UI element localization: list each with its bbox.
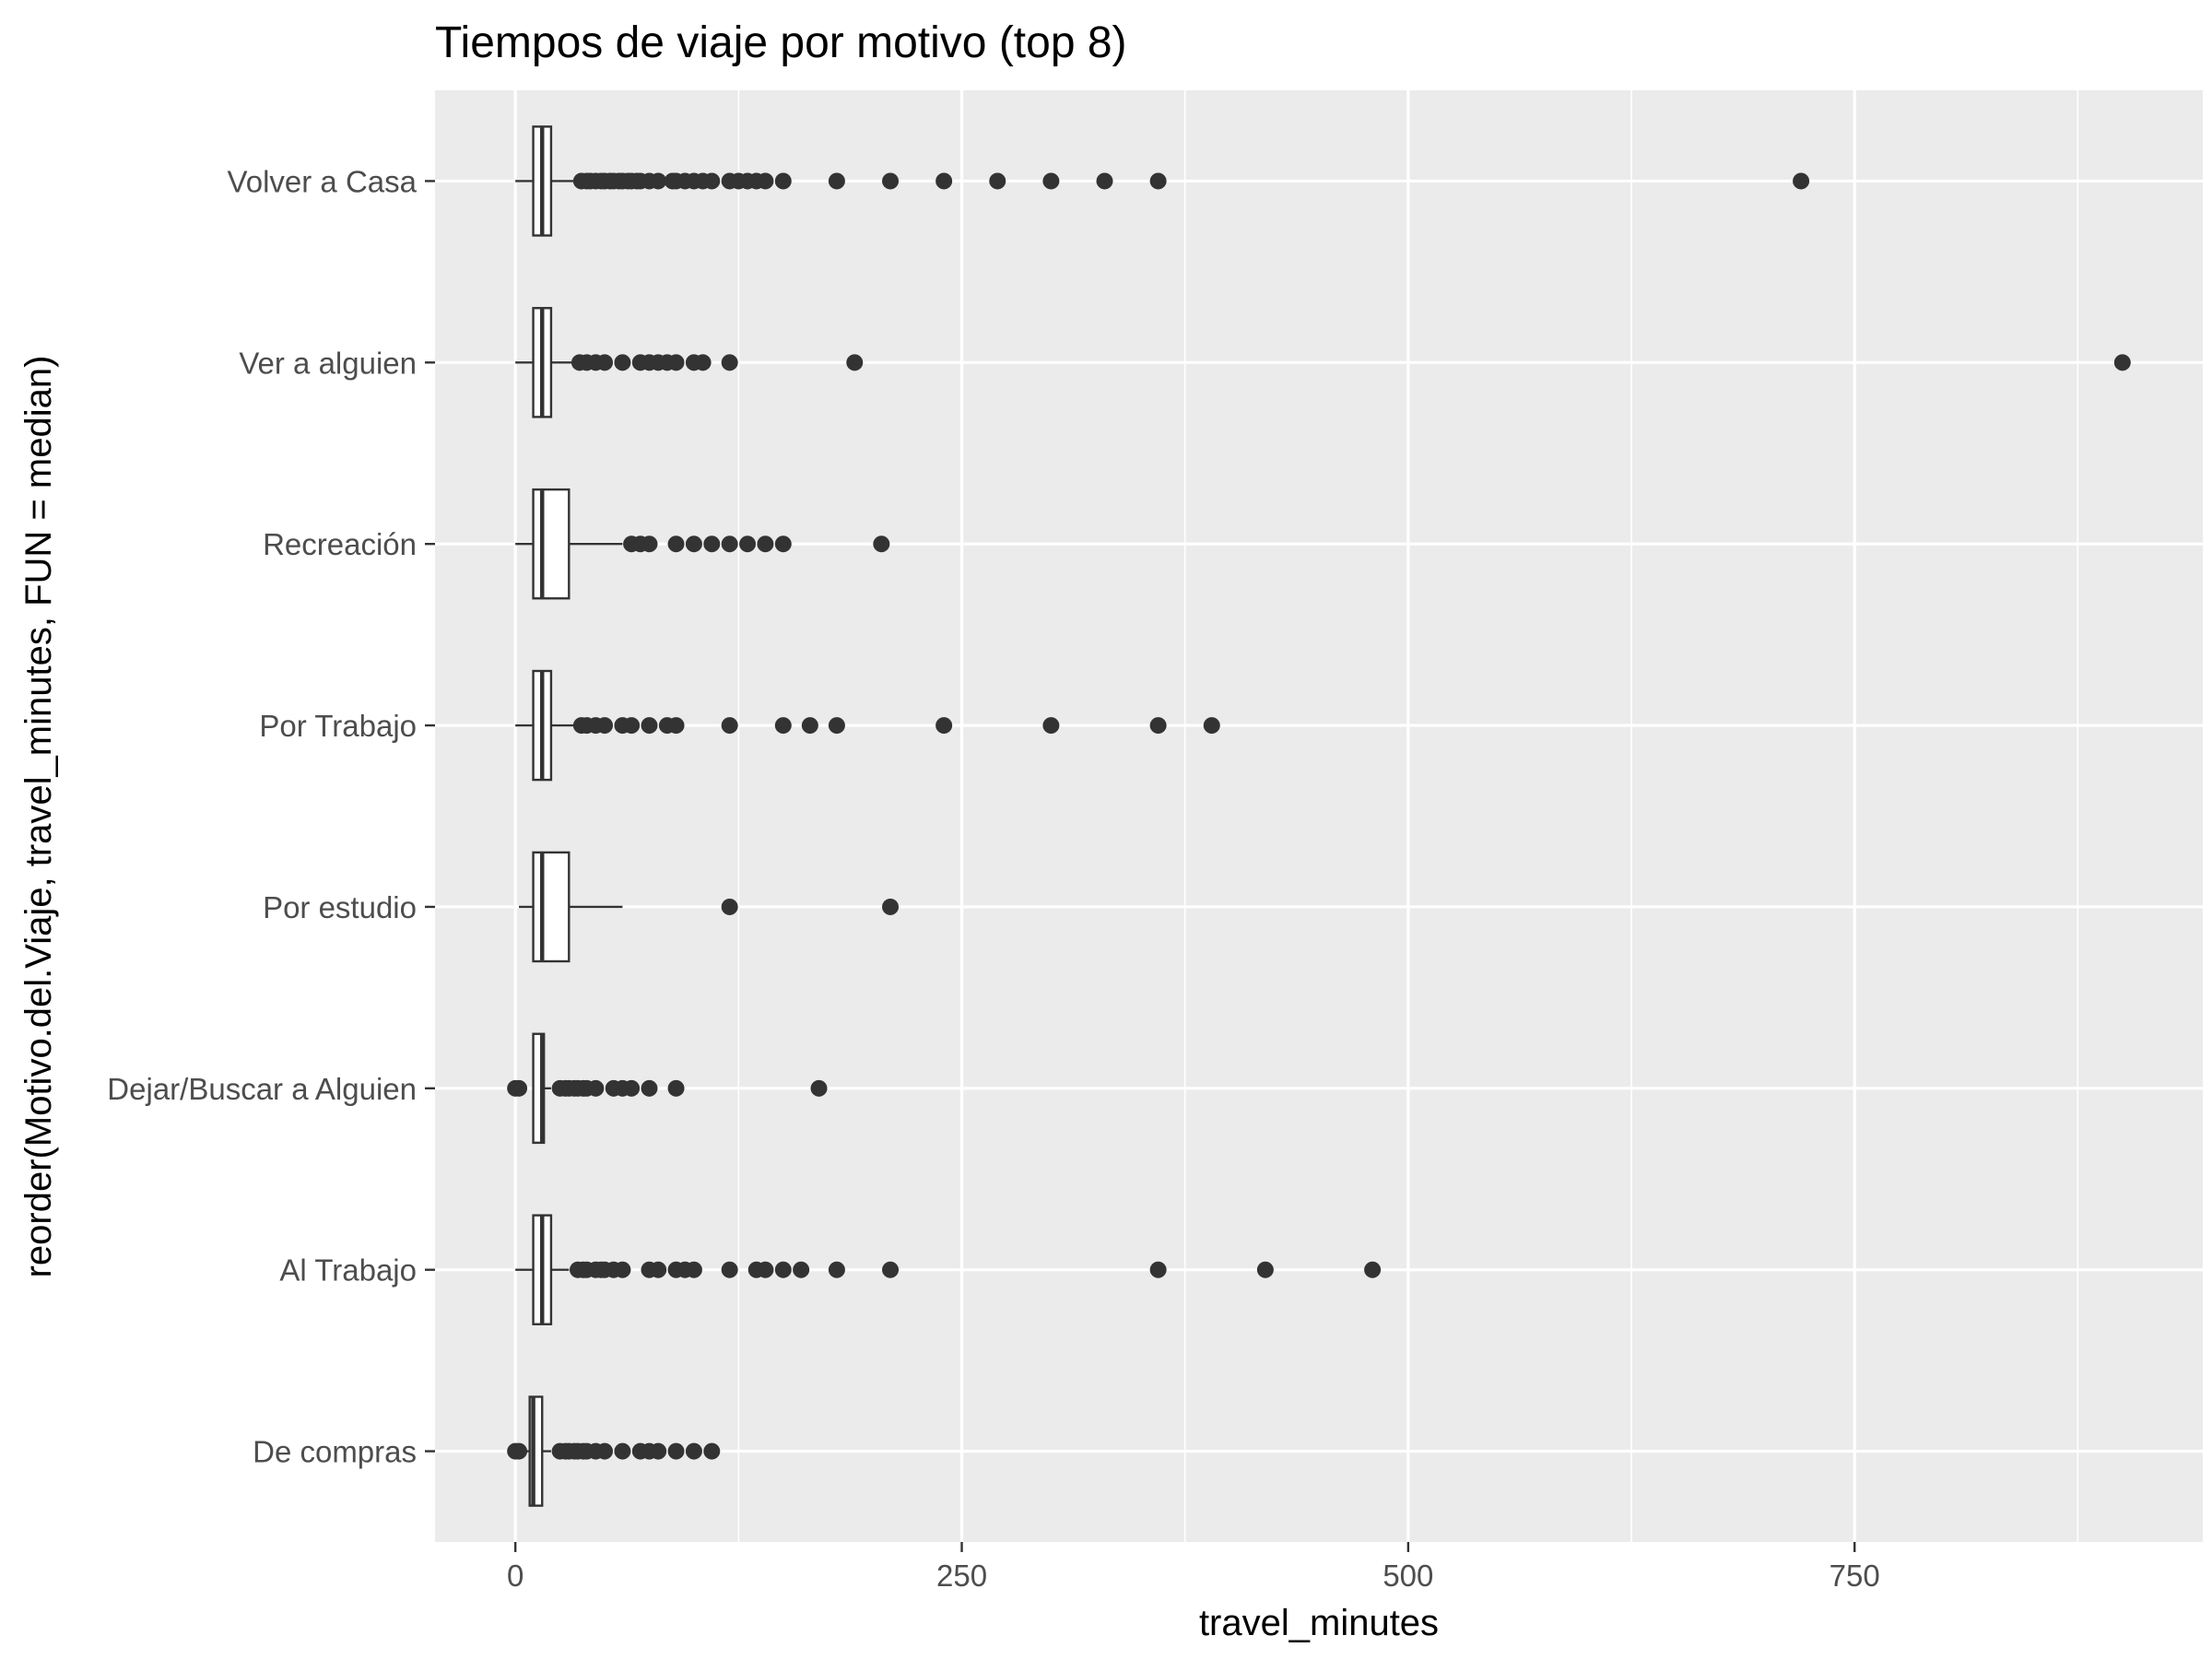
outlier-point <box>703 1442 721 1460</box>
boxplot-0 <box>515 125 1810 237</box>
outlier-point <box>511 1079 528 1097</box>
outlier-point <box>828 172 845 190</box>
outlier-point <box>650 172 667 190</box>
outlier-point <box>667 717 685 735</box>
outlier-point <box>694 354 712 371</box>
outlier-point <box>801 717 818 735</box>
outlier-point <box>757 172 774 190</box>
x-tick-label: 250 <box>936 1559 987 1593</box>
boxplot-1 <box>515 307 2131 418</box>
outlier-point <box>685 535 702 553</box>
outlier-point <box>511 1442 528 1460</box>
outlier-point <box>1149 717 1167 735</box>
box <box>532 851 571 963</box>
y-tick-label: Volver a Casa <box>228 164 418 198</box>
y-tick-label: De compras <box>253 1435 417 1469</box>
y-tick-label: Recreación <box>263 527 417 561</box>
outlier-point <box>614 1442 631 1460</box>
outlier-point <box>721 354 738 371</box>
outlier-point <box>873 535 890 553</box>
outlier-point <box>1042 717 1060 735</box>
grid-minor <box>737 90 2079 1542</box>
outlier-point <box>846 354 864 371</box>
outlier-point <box>935 717 953 735</box>
outlier-point <box>1042 172 1060 190</box>
outlier-point <box>774 172 792 190</box>
outlier-point <box>623 717 641 735</box>
outlier-point <box>721 717 738 735</box>
outlier-point <box>667 354 685 371</box>
outlier-point <box>757 1261 774 1278</box>
outlier-point <box>882 172 900 190</box>
y-axis-title: reorder(Motivo.del.Viaje, travel_minutes… <box>18 356 59 1278</box>
outlier-point <box>614 1261 631 1278</box>
y-tick-label: Al Trabajo <box>279 1253 417 1288</box>
outlier-point <box>828 1261 845 1278</box>
x-tick-label: 750 <box>1830 1559 1880 1593</box>
outlier-point <box>667 535 685 553</box>
outlier-point <box>1203 717 1220 735</box>
y-tick-label: Ver a alguien <box>239 346 417 380</box>
boxplot-3 <box>515 669 1220 782</box>
boxplot-7 <box>507 1395 721 1507</box>
outlier-point <box>757 535 774 553</box>
outlier-point <box>882 1261 900 1278</box>
outlier-point <box>1793 172 1810 190</box>
outlier-point <box>774 535 792 553</box>
outlier-point <box>721 1261 738 1278</box>
outlier-point <box>774 1261 792 1278</box>
outlier-point <box>793 1261 810 1278</box>
outlier-point <box>596 717 614 735</box>
plot-panel <box>435 90 2203 1542</box>
outlier-point <box>667 1442 685 1460</box>
outlier-point <box>2113 354 2131 371</box>
chart-title: Tiempos de viaje por motivo (top 8) <box>435 18 1127 67</box>
outlier-point <box>703 535 721 553</box>
outlier-point <box>587 1079 605 1097</box>
outlier-point <box>703 172 721 190</box>
outlier-point <box>641 535 658 553</box>
x-axis-title: travel_minutes <box>1199 1603 1439 1643</box>
outlier-point <box>774 717 792 735</box>
outlier-point <box>1364 1261 1382 1278</box>
outlier-point <box>989 172 1006 190</box>
outlier-point <box>935 172 953 190</box>
outlier-point <box>667 1079 685 1097</box>
x-tick-label: 0 <box>507 1559 524 1593</box>
y-tick-label: Por Trabajo <box>259 709 417 743</box>
boxplot-5 <box>507 1032 828 1145</box>
outlier-point <box>739 535 757 553</box>
outlier-point <box>721 535 738 553</box>
outlier-point <box>1256 1261 1274 1278</box>
boxplots <box>507 125 2131 1507</box>
outlier-point <box>685 1442 702 1460</box>
outlier-point <box>685 1261 702 1278</box>
x-axis: 0 250 500 750 <box>507 1542 1880 1593</box>
outlier-point <box>650 1442 667 1460</box>
outlier-point <box>721 898 738 915</box>
outlier-point <box>810 1079 828 1097</box>
boxplot-2 <box>515 488 890 600</box>
outlier-point <box>1149 1261 1167 1278</box>
y-tick-label: Por estudio <box>263 890 417 924</box>
outlier-point <box>1149 172 1167 190</box>
outlier-point <box>650 1261 667 1278</box>
outlier-point <box>596 1442 614 1460</box>
outlier-point <box>641 717 658 735</box>
y-tick-label: Dejar/Buscar a Alguien <box>107 1072 417 1106</box>
y-axis: Volver a Casa Ver a alguien Recreación Por … <box>107 164 435 1469</box>
outlier-point <box>1096 172 1113 190</box>
outlier-point <box>828 717 845 735</box>
boxplot-4 <box>519 851 900 963</box>
outlier-point <box>623 1079 641 1097</box>
x-tick-label: 500 <box>1382 1559 1433 1593</box>
outlier-point <box>882 898 900 915</box>
outlier-point <box>614 354 631 371</box>
boxplot-6 <box>515 1214 1382 1325</box>
box <box>532 488 571 600</box>
outlier-point <box>641 1079 658 1097</box>
outlier-point <box>596 354 614 371</box>
